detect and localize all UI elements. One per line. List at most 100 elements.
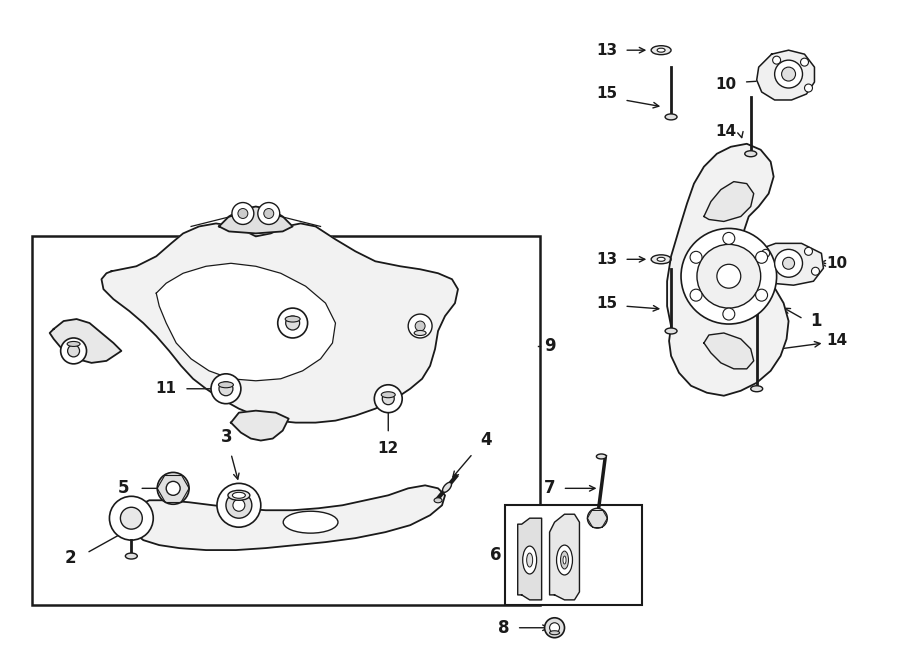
Ellipse shape [125,553,138,559]
Text: 14: 14 [716,124,737,139]
Polygon shape [102,223,458,422]
Circle shape [697,245,760,308]
Text: 15: 15 [596,295,617,311]
Ellipse shape [523,546,536,574]
Text: 10: 10 [716,77,737,91]
Text: 14: 14 [826,333,848,348]
Text: 3: 3 [221,428,233,446]
Circle shape [166,481,180,495]
Text: 10: 10 [826,256,848,271]
Circle shape [264,208,274,219]
Circle shape [690,251,702,263]
Polygon shape [518,518,542,600]
Text: 4: 4 [480,430,491,449]
Circle shape [211,374,241,404]
Circle shape [723,233,734,245]
Ellipse shape [751,386,762,392]
Circle shape [588,508,608,528]
Polygon shape [704,182,753,221]
Circle shape [374,385,402,412]
Ellipse shape [285,316,300,322]
Circle shape [60,338,86,364]
Ellipse shape [232,492,246,498]
Circle shape [800,58,808,66]
Text: 9: 9 [544,337,556,355]
Circle shape [257,202,280,225]
Ellipse shape [657,48,665,52]
Circle shape [690,289,702,301]
Ellipse shape [228,490,250,500]
Polygon shape [219,206,292,233]
Text: 11: 11 [222,315,243,330]
Ellipse shape [563,556,566,564]
Ellipse shape [556,545,572,575]
Ellipse shape [414,330,426,336]
Circle shape [772,56,780,64]
Circle shape [717,264,741,288]
Circle shape [756,289,768,301]
Circle shape [775,249,803,277]
Circle shape [723,308,734,320]
Circle shape [121,507,142,529]
Polygon shape [752,243,824,285]
Circle shape [233,499,245,511]
Polygon shape [126,485,445,550]
Circle shape [550,623,560,633]
Text: 13: 13 [596,252,617,267]
Ellipse shape [652,255,671,264]
Circle shape [238,208,248,219]
Circle shape [805,84,813,92]
Text: 2: 2 [65,549,76,567]
Text: 6: 6 [491,546,502,564]
Circle shape [226,492,252,518]
Circle shape [681,229,777,324]
Circle shape [775,60,803,88]
Polygon shape [231,410,289,440]
Polygon shape [50,319,122,363]
Circle shape [232,202,254,225]
Ellipse shape [745,151,757,157]
Text: 5: 5 [118,479,130,497]
Ellipse shape [382,392,395,398]
Circle shape [544,618,564,638]
Text: 11: 11 [155,381,176,396]
Polygon shape [704,333,753,369]
Circle shape [812,267,819,275]
Circle shape [781,67,796,81]
Circle shape [761,249,770,257]
Circle shape [805,247,813,255]
Bar [505,505,643,605]
Text: 1: 1 [811,312,822,330]
Circle shape [756,251,768,263]
Ellipse shape [443,483,452,492]
Bar [32,237,540,605]
Ellipse shape [652,46,671,55]
Ellipse shape [665,328,677,334]
Ellipse shape [657,257,665,261]
Ellipse shape [284,511,338,533]
Text: 12: 12 [378,440,399,455]
Circle shape [68,345,79,357]
Ellipse shape [665,114,677,120]
Ellipse shape [219,382,233,388]
Circle shape [110,496,153,540]
Circle shape [783,257,795,269]
Circle shape [158,473,189,504]
Polygon shape [757,50,814,100]
Circle shape [285,316,300,330]
Ellipse shape [526,553,533,567]
Circle shape [415,321,425,331]
Circle shape [382,393,394,405]
Ellipse shape [550,631,560,635]
Ellipse shape [597,454,607,459]
Circle shape [409,314,432,338]
Ellipse shape [561,551,569,569]
Circle shape [219,382,233,396]
Polygon shape [157,263,336,381]
Polygon shape [550,514,580,600]
Text: 13: 13 [596,43,617,58]
Circle shape [278,308,308,338]
Circle shape [217,483,261,527]
Ellipse shape [434,498,442,503]
Ellipse shape [68,342,80,346]
